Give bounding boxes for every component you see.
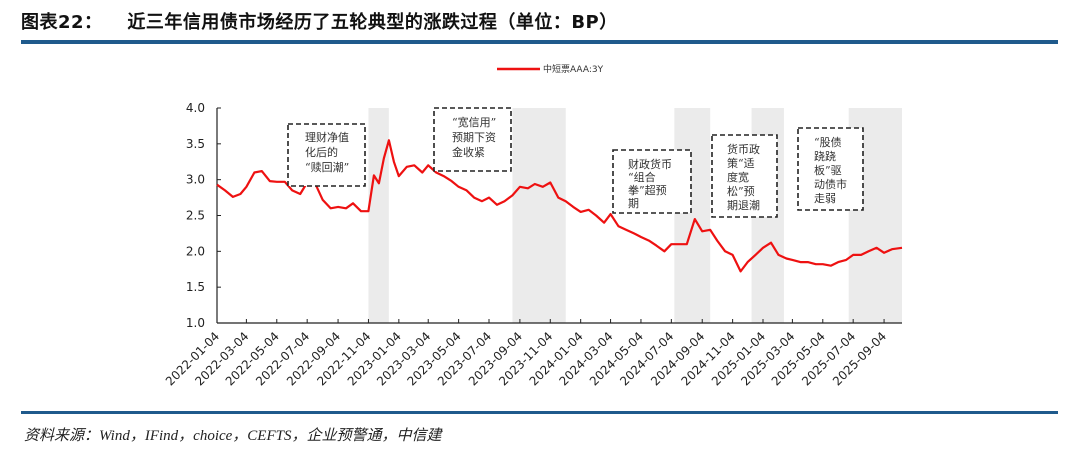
- y-tick-label: 3.0: [186, 173, 205, 187]
- annotation-text: 板”驱: [814, 163, 842, 177]
- shaded-period-3: [674, 108, 711, 323]
- annotation-text: 货币政: [727, 142, 760, 156]
- y-tick-label: 1.5: [186, 280, 205, 294]
- shaded-period-1: [368, 108, 389, 323]
- annotation-text: 财政货币: [628, 157, 672, 171]
- annotation-text: 金收紧: [452, 145, 485, 159]
- shaded-period-2: [512, 108, 566, 323]
- source-note: 资料来源：Wind，IFind，choice，CEFTS，企业预警通，中信建: [24, 428, 442, 444]
- series-polyline: [216, 139, 903, 273]
- annotation-text: “赎回潮”: [305, 160, 349, 174]
- y-tick-label: 1.0: [186, 316, 205, 330]
- annotation-text: 动债市: [814, 177, 847, 191]
- annotation-text: 期退潮: [727, 198, 760, 212]
- chart-legend: 中短票AAA:3Y: [497, 63, 604, 75]
- source-rule: [21, 411, 1058, 414]
- figure-title: 图表22： 近三年信用债市场经历了五轮典型的涨跌过程（单位：BP）: [21, 8, 618, 34]
- title-rule: [21, 40, 1058, 44]
- annotation-text: 化后的: [305, 145, 338, 159]
- annotation-text: 策“适: [727, 156, 755, 170]
- annotation-text: 走弱: [814, 192, 836, 205]
- annotation-text: “股债: [814, 135, 842, 149]
- annotation-text: “组合: [628, 170, 656, 184]
- figure-label: 图表22：: [21, 12, 103, 33]
- annotation-text: “宽信用”: [452, 115, 496, 129]
- annotation-box-3: 财政货币“组合拳”超预期: [612, 149, 692, 214]
- y-tick-label: 4.0: [186, 101, 205, 115]
- annotation-text: 松”预: [727, 184, 755, 198]
- annotation-boxes: 理财净值化后的“赎回潮”“宽信用”预期下资金收紧财政货币“组合拳”超预期货币政策…: [287, 107, 864, 218]
- annotation-text: 度宽: [727, 170, 749, 184]
- y-tick-label: 3.5: [186, 137, 205, 151]
- annotation-text: 预期下资: [452, 131, 496, 144]
- annotation-text: 理财净值: [305, 130, 349, 144]
- series-line: [216, 139, 903, 273]
- annotation-text: 拳”超预: [628, 183, 667, 197]
- annotation-text: 期: [628, 197, 639, 210]
- y-tick-label: 2.5: [186, 209, 205, 223]
- legend-label: 中短票AAA:3Y: [543, 63, 604, 75]
- annotation-text: 跷跷: [814, 149, 836, 163]
- y-tick-label: 2.0: [186, 244, 205, 258]
- figure-title-text: 近三年信用债市场经历了五轮典型的涨跌过程（单位：BP）: [127, 12, 618, 33]
